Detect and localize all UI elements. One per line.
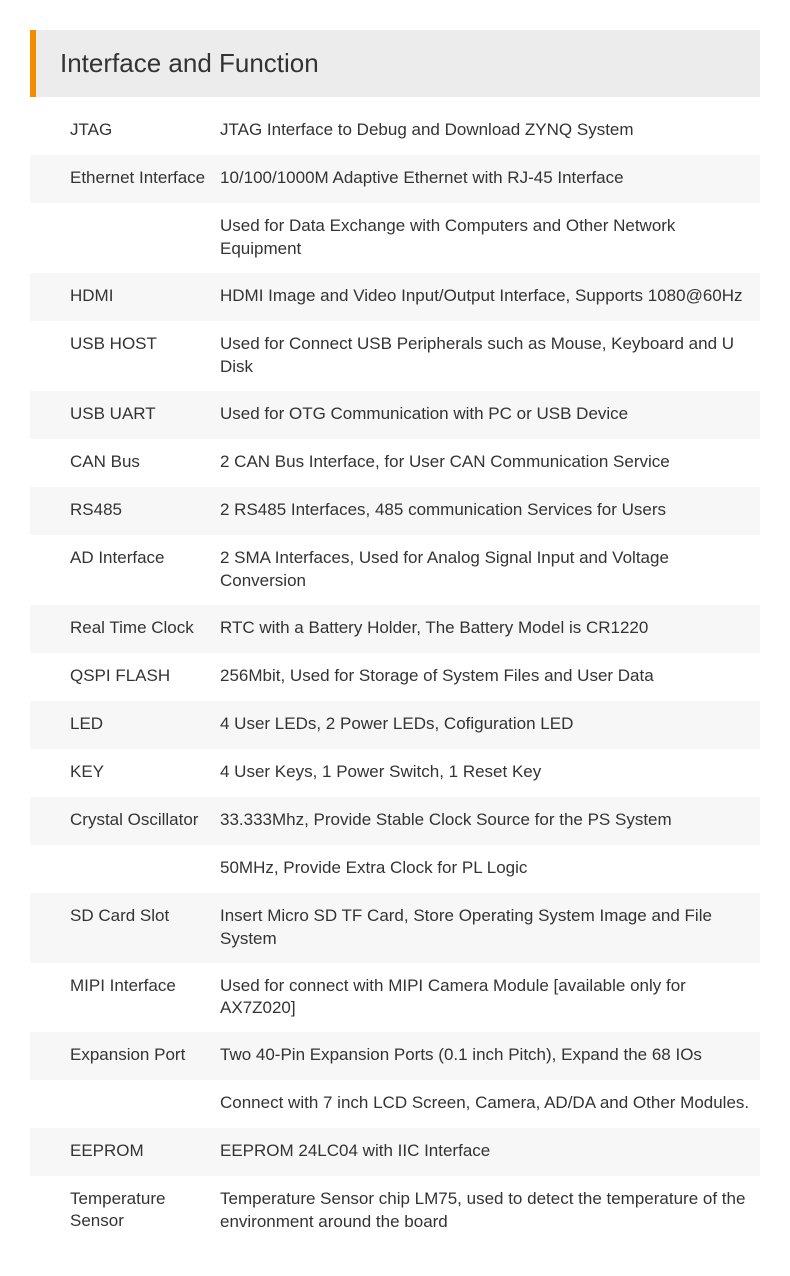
row-label: USB UART xyxy=(70,403,220,424)
row-label: RS485 xyxy=(70,499,220,520)
table-row: Connect with 7 inch LCD Screen, Camera, … xyxy=(30,1080,760,1128)
row-value: 4 User Keys, 1 Power Switch, 1 Reset Key xyxy=(220,761,760,784)
row-value: RTC with a Battery Holder, The Battery M… xyxy=(220,617,760,640)
row-label: LED xyxy=(70,713,220,734)
row-label: QSPI FLASH xyxy=(70,665,220,686)
row-value: 33.333Mhz, Provide Stable Clock Source f… xyxy=(220,809,760,832)
table-row: CAN Bus 2 CAN Bus Interface, for User CA… xyxy=(30,439,760,487)
row-value: 2 CAN Bus Interface, for User CAN Commun… xyxy=(220,451,760,474)
row-value: 50MHz, Provide Extra Clock for PL Logic xyxy=(220,857,760,880)
row-value: Two 40-Pin Expansion Ports (0.1 inch Pit… xyxy=(220,1044,760,1067)
table-row: Temperature Sensor Temperature Sensor ch… xyxy=(30,1176,760,1246)
table-row: Used for Data Exchange with Computers an… xyxy=(30,203,760,273)
table-row: Real Time Clock RTC with a Battery Holde… xyxy=(30,605,760,653)
row-label: Real Time Clock xyxy=(70,617,220,638)
table-row: USB UART Used for OTG Communication with… xyxy=(30,391,760,439)
row-value: 4 User LEDs, 2 Power LEDs, Cofiguration … xyxy=(220,713,760,736)
table-row: EEPROM EEPROM 24LC04 with IIC Interface xyxy=(30,1128,760,1176)
row-label: Expansion Port xyxy=(70,1044,220,1065)
row-value: Insert Micro SD TF Card, Store Operating… xyxy=(220,905,760,951)
row-label: AD Interface xyxy=(70,547,220,568)
row-label: HDMI xyxy=(70,285,220,306)
table-row: SD Card Slot Insert Micro SD TF Card, St… xyxy=(30,893,760,963)
row-label: Ethernet Interface xyxy=(70,167,220,188)
row-value: Used for OTG Communication with PC or US… xyxy=(220,403,760,426)
table-row: USB HOST Used for Connect USB Peripheral… xyxy=(30,321,760,391)
row-value: Temperature Sensor chip LM75, used to de… xyxy=(220,1188,760,1234)
row-value: 2 SMA Interfaces, Used for Analog Signal… xyxy=(220,547,760,593)
table-row: Expansion Port Two 40-Pin Expansion Port… xyxy=(30,1032,760,1080)
row-label: KEY xyxy=(70,761,220,782)
row-value: EEPROM 24LC04 with IIC Interface xyxy=(220,1140,760,1163)
table-row: MIPI Interface Used for connect with MIP… xyxy=(30,963,760,1033)
row-value: Used for connect with MIPI Camera Module… xyxy=(220,975,760,1021)
section-header: Interface and Function xyxy=(30,30,760,97)
row-label: EEPROM xyxy=(70,1140,220,1161)
row-label: Crystal Oscillator xyxy=(70,809,220,830)
table-row: Ethernet Interface 10/100/1000M Adaptive… xyxy=(30,155,760,203)
row-label: CAN Bus xyxy=(70,451,220,472)
row-value: JTAG Interface to Debug and Download ZYN… xyxy=(220,119,760,142)
page-container: Interface and Function JTAG JTAG Interfa… xyxy=(0,0,790,1276)
table-row: JTAG JTAG Interface to Debug and Downloa… xyxy=(30,107,760,155)
row-value: Connect with 7 inch LCD Screen, Camera, … xyxy=(220,1092,760,1115)
table-row: KEY 4 User Keys, 1 Power Switch, 1 Reset… xyxy=(30,749,760,797)
row-label: SD Card Slot xyxy=(70,905,220,926)
row-value: 256Mbit, Used for Storage of System File… xyxy=(220,665,760,688)
row-label: USB HOST xyxy=(70,333,220,354)
table-row: LED 4 User LEDs, 2 Power LEDs, Cofigurat… xyxy=(30,701,760,749)
section-title: Interface and Function xyxy=(60,48,736,79)
table-row: QSPI FLASH 256Mbit, Used for Storage of … xyxy=(30,653,760,701)
spec-table: JTAG JTAG Interface to Debug and Downloa… xyxy=(30,107,760,1246)
table-row: HDMI HDMI Image and Video Input/Output I… xyxy=(30,273,760,321)
row-value: Used for Data Exchange with Computers an… xyxy=(220,215,760,261)
table-row: AD Interface 2 SMA Interfaces, Used for … xyxy=(30,535,760,605)
row-value: 10/100/1000M Adaptive Ethernet with RJ-4… xyxy=(220,167,760,190)
row-label: MIPI Interface xyxy=(70,975,220,996)
table-row: RS485 2 RS485 Interfaces, 485 communicat… xyxy=(30,487,760,535)
table-row: 50MHz, Provide Extra Clock for PL Logic xyxy=(30,845,760,893)
row-value: 2 RS485 Interfaces, 485 communication Se… xyxy=(220,499,760,522)
row-label: JTAG xyxy=(70,119,220,140)
row-value: HDMI Image and Video Input/Output Interf… xyxy=(220,285,760,308)
table-row: Crystal Oscillator 33.333Mhz, Provide St… xyxy=(30,797,760,845)
row-value: Used for Connect USB Peripherals such as… xyxy=(220,333,760,379)
